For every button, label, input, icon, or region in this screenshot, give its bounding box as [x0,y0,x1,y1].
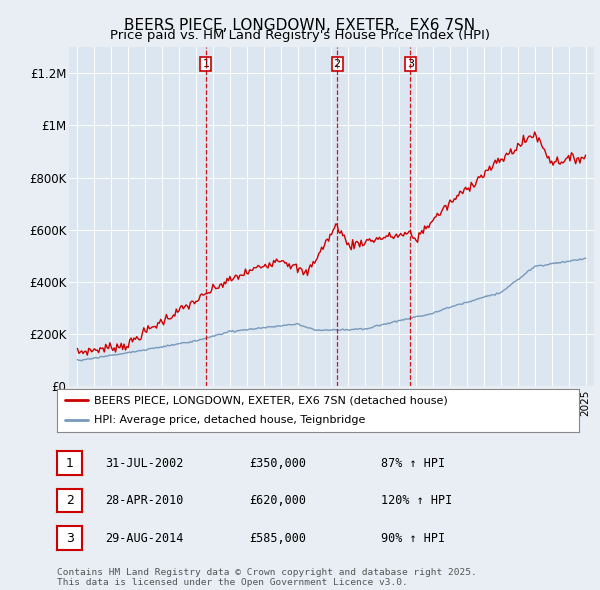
Text: £620,000: £620,000 [249,494,306,507]
Text: 29-AUG-2014: 29-AUG-2014 [105,532,184,545]
Text: £585,000: £585,000 [249,532,306,545]
Text: 31-JUL-2002: 31-JUL-2002 [105,457,184,470]
Text: Contains HM Land Registry data © Crown copyright and database right 2025.
This d: Contains HM Land Registry data © Crown c… [57,568,477,587]
Text: BEERS PIECE, LONGDOWN, EXETER, EX6 7SN (detached house): BEERS PIECE, LONGDOWN, EXETER, EX6 7SN (… [94,395,447,405]
Text: £350,000: £350,000 [249,457,306,470]
Text: 120% ↑ HPI: 120% ↑ HPI [381,494,452,507]
Text: 87% ↑ HPI: 87% ↑ HPI [381,457,445,470]
Text: 1: 1 [65,457,74,470]
Text: HPI: Average price, detached house, Teignbridge: HPI: Average price, detached house, Teig… [94,415,365,425]
Text: BEERS PIECE, LONGDOWN, EXETER,  EX6 7SN: BEERS PIECE, LONGDOWN, EXETER, EX6 7SN [124,18,476,32]
Text: 3: 3 [407,59,414,69]
Text: 2: 2 [65,494,74,507]
Text: 2: 2 [334,59,341,69]
Text: 90% ↑ HPI: 90% ↑ HPI [381,532,445,545]
Text: Price paid vs. HM Land Registry's House Price Index (HPI): Price paid vs. HM Land Registry's House … [110,30,490,42]
Text: 1: 1 [202,59,209,69]
Text: 28-APR-2010: 28-APR-2010 [105,494,184,507]
Text: 3: 3 [65,532,74,545]
